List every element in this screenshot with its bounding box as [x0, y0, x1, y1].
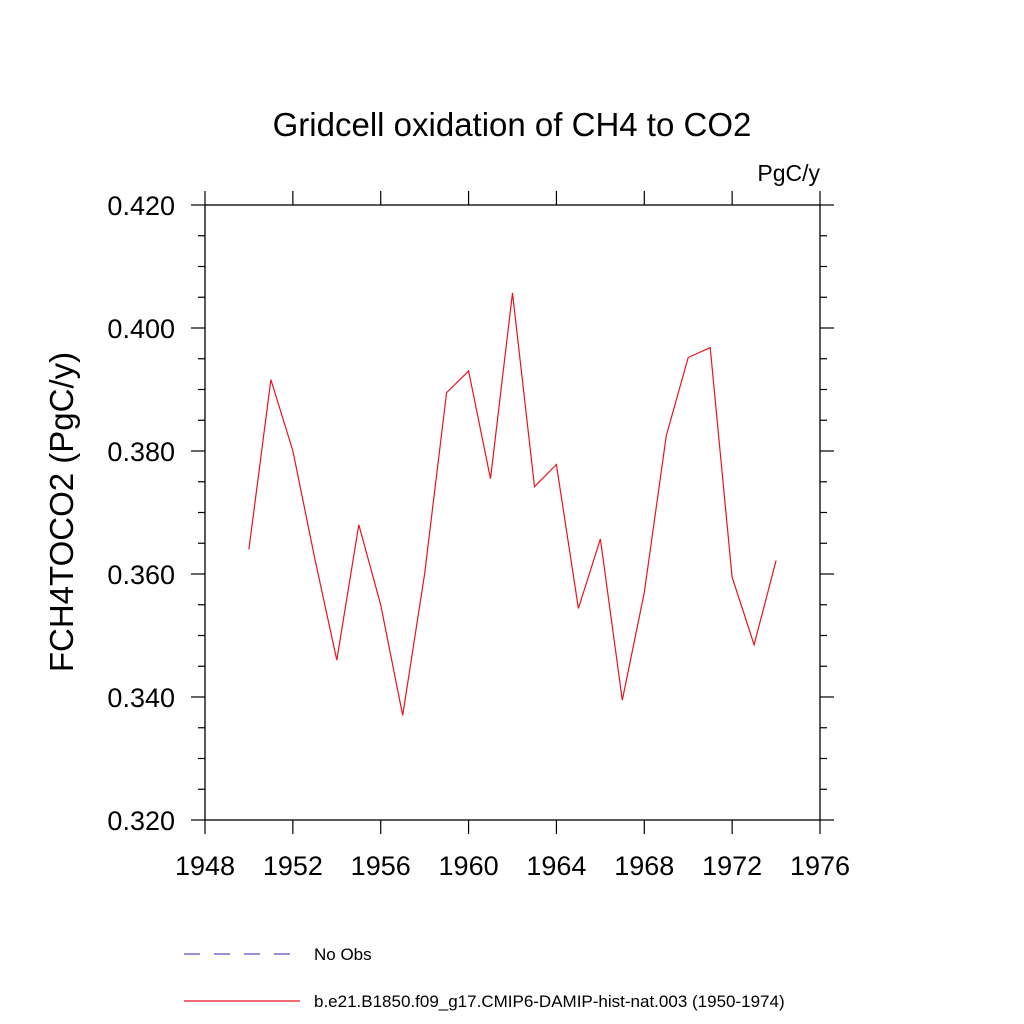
x-tick-label: 1960: [439, 851, 499, 881]
x-tick-label: 1976: [790, 851, 850, 881]
y-axis-label: FCH4TOCO2 (PgC/y): [43, 352, 80, 672]
legend-label-model: b.e21.B1850.f09_g17.CMIP6-DAMIP-hist-nat…: [314, 992, 785, 1011]
chart-title: Gridcell oxidation of CH4 to CO2: [273, 106, 752, 143]
legend-label-no-obs: No Obs: [314, 945, 372, 964]
legend: No Obs b.e21.B1850.f09_g17.CMIP6-DAMIP-h…: [184, 945, 785, 1011]
x-tick-label: 1972: [702, 851, 762, 881]
y-tick-labels: 0.320 0.340 0.360 0.380 0.400 0.420: [107, 191, 175, 836]
y-tick-label: 0.380: [107, 437, 175, 467]
y-tick-label: 0.400: [107, 314, 175, 344]
x-tick-label: 1956: [351, 851, 411, 881]
x-tick-label: 1948: [175, 851, 235, 881]
x-tick-label: 1964: [526, 851, 586, 881]
series-lines: [248, 292, 777, 716]
x-tick-labels: 1948 1952 1956 1960 1964 1968 1972 1976: [175, 851, 850, 881]
x-tick-label: 1968: [614, 851, 674, 881]
y-tick-label: 0.340: [107, 683, 175, 713]
axis-ticks: [191, 191, 834, 834]
units-label: PgC/y: [757, 160, 820, 186]
series-line: [248, 292, 777, 716]
y-tick-label: 0.320: [107, 806, 175, 836]
y-tick-label: 0.360: [107, 560, 175, 590]
x-tick-label: 1952: [263, 851, 323, 881]
y-tick-label: 0.420: [107, 191, 175, 221]
